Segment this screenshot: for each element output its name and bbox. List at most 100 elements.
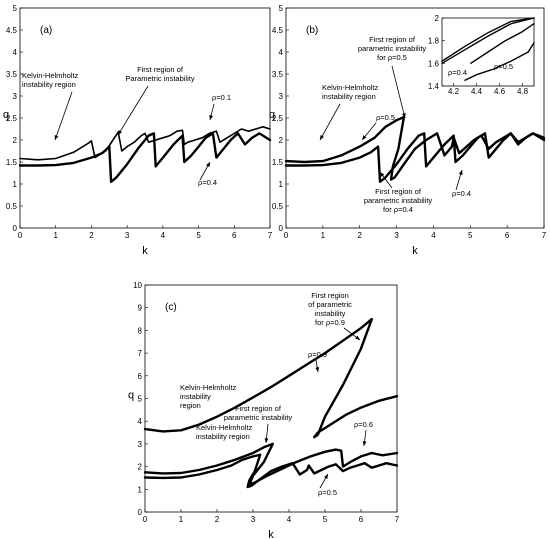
y-tick-label: 2: [279, 136, 284, 145]
y-tick-label: 7: [138, 349, 143, 358]
annotation-label: instability region: [322, 92, 376, 101]
annotation-label: First region of: [375, 187, 422, 196]
arrow-head: [315, 367, 320, 372]
y-tick-label: 1: [279, 180, 284, 189]
x-tick-label: 3: [125, 231, 130, 240]
annotation-label: Parametric instability: [125, 74, 194, 83]
y-tick-label: 3: [138, 440, 143, 449]
annotation-label: First region of: [137, 65, 184, 74]
inset-series-line: [441, 17, 535, 64]
x-tick-label: 7: [268, 231, 273, 240]
y-tick-label: 6: [138, 372, 143, 381]
annotation-label: ρ=0.1: [212, 93, 231, 102]
x-axis-title: k: [142, 245, 148, 257]
y-tick-label: 1: [138, 485, 143, 494]
inset-plot-frame: [441, 17, 535, 87]
annotation-label: parametric instability: [364, 196, 433, 205]
series-line: [143, 453, 399, 489]
y-tick-label: 1.6: [428, 59, 440, 68]
y-tick-label: 3: [279, 92, 284, 101]
y-tick-label: 2.5: [6, 114, 18, 123]
annotation-label: Kelvin-Helmholtz: [196, 423, 253, 432]
annotation-label: First region of: [235, 404, 282, 413]
annotation-label: ρ=0.9: [308, 350, 327, 359]
y-tick-label: 4.5: [6, 26, 18, 35]
y-tick-label: 1: [13, 180, 18, 189]
x-tick-label: 7: [542, 231, 547, 240]
arrow-head: [362, 135, 367, 140]
annotation-label: for ρ=0.9: [315, 318, 345, 327]
series-line: [284, 115, 546, 181]
annotation-label: region: [180, 401, 201, 410]
x-tick-label: 6: [359, 515, 364, 524]
y-tick-label: 0.5: [6, 202, 18, 211]
x-tick-label: 2: [89, 231, 94, 240]
y-tick-label: 4: [13, 48, 18, 57]
x-tick-label: 0: [18, 231, 23, 240]
annotation-label: for ρ=0.5: [377, 53, 407, 62]
y-axis-title: q: [3, 109, 9, 121]
x-tick-label: 6: [232, 231, 237, 240]
x-axis-title: k: [268, 529, 274, 539]
x-tick-label: 7: [395, 515, 400, 524]
annotation-label: ρ=0.4: [452, 189, 471, 198]
series-line: [143, 317, 399, 439]
y-tick-label: 4: [138, 417, 143, 426]
x-tick-label: 0: [284, 231, 289, 240]
y-tick-label: 2: [13, 136, 18, 145]
y-tick-label: 5: [138, 395, 143, 404]
y-tick-label: 0: [138, 508, 143, 517]
y-tick-label: 1.5: [272, 158, 284, 167]
y-axis-title: q: [269, 109, 275, 121]
y-tick-label: 0: [13, 224, 18, 233]
annotation-label: instability: [315, 309, 346, 318]
x-tick-label: 3: [394, 231, 399, 240]
x-axis-title: k: [412, 245, 418, 257]
y-tick-label: 2: [138, 463, 143, 472]
annotation-label: First region: [311, 291, 349, 300]
inset-series-line: [470, 23, 535, 64]
x-tick-label: 0: [143, 515, 148, 524]
x-tick-label: 4.6: [494, 87, 506, 96]
y-tick-label: 4: [279, 48, 284, 57]
y-axis-title: q: [128, 390, 134, 402]
arrow-head: [355, 335, 360, 340]
x-tick-label: 1: [53, 231, 58, 240]
arrow-head: [264, 438, 269, 443]
arrow-head: [118, 130, 123, 135]
annotation-label: instability region: [22, 80, 76, 89]
annotation-label: parametric instability: [358, 44, 427, 53]
y-tick-label: 2.5: [272, 114, 284, 123]
annotation-label: instability region: [196, 432, 250, 441]
inset-annotation: ρ=0.5: [494, 62, 513, 71]
annotation-label: for ρ=0.4: [383, 205, 413, 214]
y-tick-label: 10: [133, 281, 142, 290]
annotation-label: Kelvin-Helmholtz: [22, 71, 79, 80]
panel-label: (a): [40, 25, 52, 36]
annotation-arrow: [117, 85, 149, 136]
arrow-head: [320, 135, 324, 140]
y-tick-label: 0: [279, 224, 284, 233]
y-tick-label: 3: [13, 92, 18, 101]
arrow-head: [54, 135, 59, 140]
x-tick-label: 4.4: [471, 87, 483, 96]
x-tick-label: 4: [431, 231, 436, 240]
arrow-head: [401, 113, 406, 118]
x-tick-label: 4.8: [517, 87, 529, 96]
x-tick-label: 4: [161, 231, 166, 240]
arrow-head: [324, 474, 328, 479]
series-line: [19, 126, 271, 161]
y-tick-label: 1.8: [428, 37, 440, 46]
annotation-label: First region of: [369, 35, 416, 44]
inset-series-line: [464, 42, 535, 82]
x-tick-label: 4: [287, 515, 292, 524]
annotation-arrow: [54, 91, 73, 141]
arrow-head: [206, 162, 210, 167]
x-tick-label: 5: [468, 231, 473, 240]
series-line: [18, 132, 272, 184]
panel-label: (c): [165, 302, 177, 313]
y-tick-label: 3.5: [6, 70, 18, 79]
arrow-head: [209, 115, 214, 120]
x-tick-label: 1: [321, 231, 326, 240]
